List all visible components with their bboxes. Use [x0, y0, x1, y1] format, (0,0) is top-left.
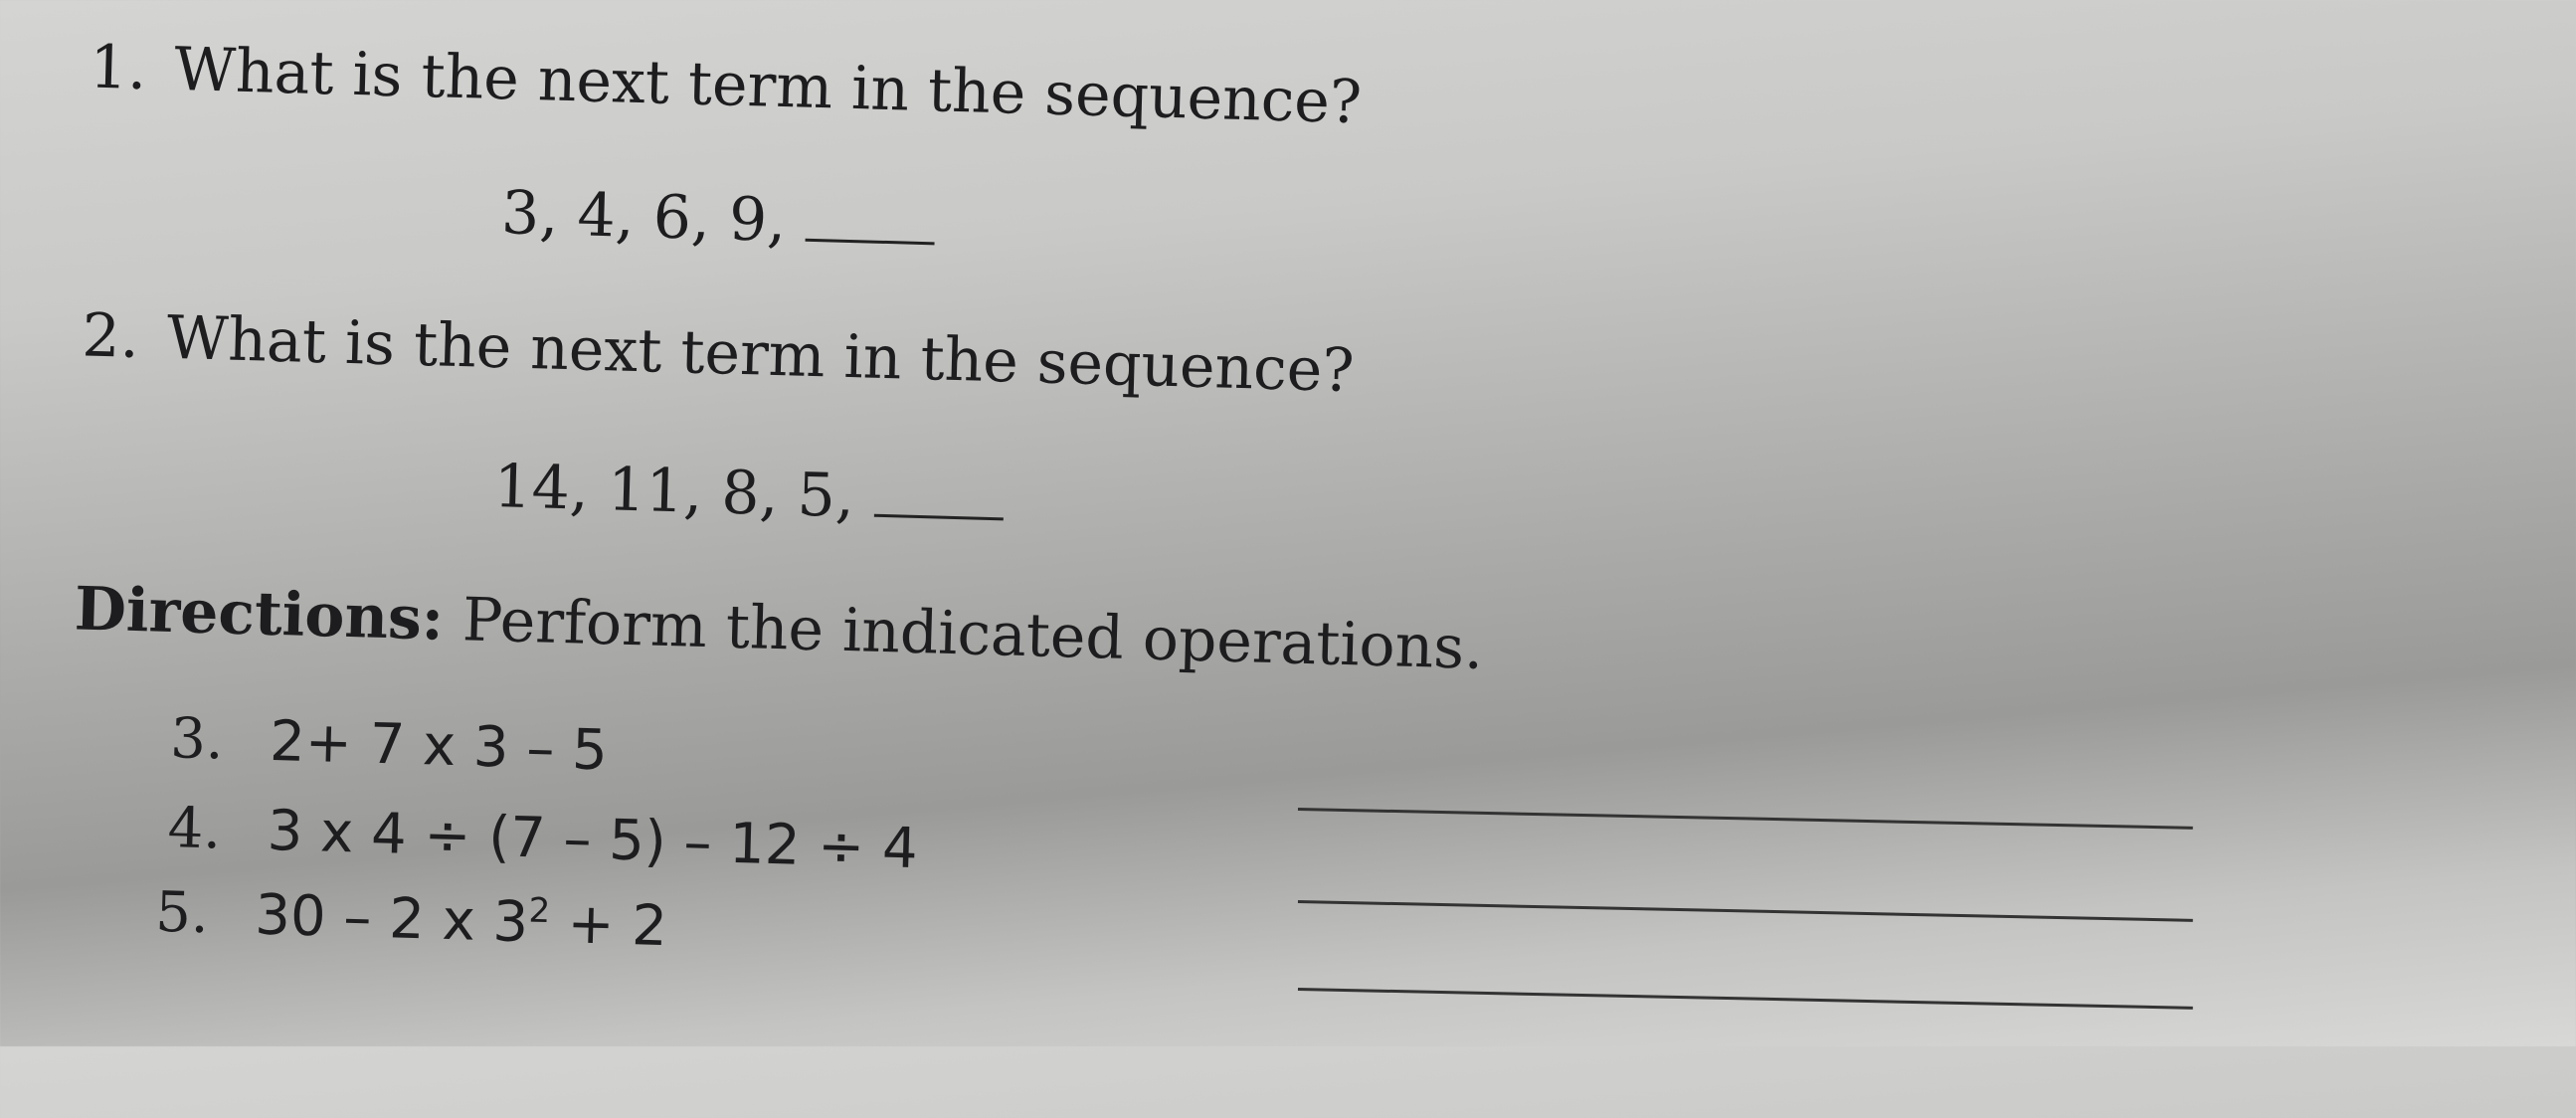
- expression: 30 – 2 x 3: [254, 882, 530, 956]
- exercise: 3. 2+ 7 x 3 – 5: [169, 706, 608, 783]
- sequence-text: 14, 11, 8, 5,: [492, 452, 855, 532]
- exponent: 2: [527, 890, 551, 932]
- exercise: 4. 3 x 4 ÷ (7 – 5) – 12 ÷ 4: [167, 796, 919, 881]
- question-text: What is the next term in the sequence?: [173, 34, 1364, 138]
- exercise-number: 3.: [169, 706, 225, 773]
- exercise: 5. 30 – 2 x 32 + 2: [155, 880, 668, 959]
- directions-label: Directions:: [73, 574, 445, 654]
- exercise-number: 5.: [154, 879, 210, 947]
- question-number: 2.: [81, 300, 140, 373]
- expression-tail: + 2: [566, 891, 668, 960]
- question: 2. What is the next term in the sequence?: [82, 300, 1356, 406]
- question-number: 1.: [89, 32, 148, 104]
- directions-text: Perform the indicated operations.: [461, 585, 1485, 683]
- answer-blank: [873, 513, 1004, 521]
- sequence-text: 3, 4, 6, 9,: [500, 178, 788, 257]
- answer-blank: [805, 238, 935, 246]
- worksheet-photo: 1. What is the next term in the sequence?…: [0, 0, 2576, 1046]
- expression: 2+ 7 x 3 – 5: [269, 708, 609, 784]
- question-text: What is the next term in the sequence?: [165, 302, 1356, 407]
- question: 1. What is the next term in the sequence?: [89, 33, 1363, 138]
- directions: Directions: Perform the indicated operat…: [74, 574, 1484, 683]
- sequence: 3, 4, 6, 9,: [500, 178, 936, 260]
- sequence: 14, 11, 8, 5,: [493, 452, 1005, 535]
- expression: 3 x 4 ÷ (7 – 5) – 12 ÷ 4: [266, 798, 919, 882]
- exercise-number: 4.: [166, 796, 223, 862]
